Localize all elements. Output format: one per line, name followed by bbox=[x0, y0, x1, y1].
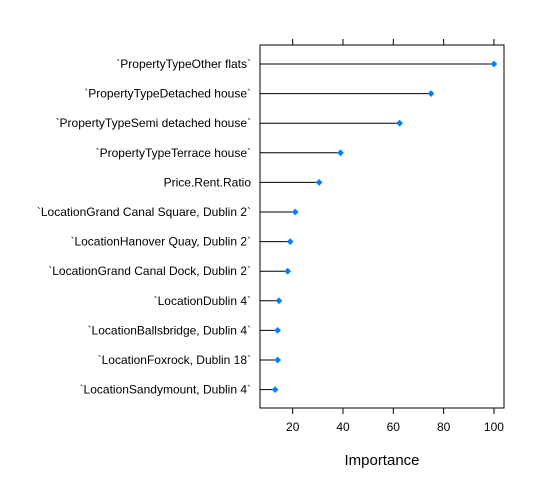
x-axis-title: Importance bbox=[344, 452, 419, 469]
x-tick-labels: 20 40 60 80 100 bbox=[286, 420, 504, 434]
category-label: `LocationBallsbridge, Dublin 4` bbox=[88, 323, 251, 337]
importance-point bbox=[274, 327, 282, 334]
category-label: `LocationGrand Canal Dock, Dublin 2` bbox=[48, 264, 251, 278]
importance-point bbox=[286, 238, 294, 245]
importance-points bbox=[271, 60, 498, 393]
x-tick-label: 20 bbox=[286, 420, 300, 434]
importance-point bbox=[274, 356, 282, 364]
importance-stems bbox=[260, 63, 494, 391]
x-tick-label: 40 bbox=[336, 420, 350, 434]
category-label: `PropertyTypeDetached house` bbox=[84, 87, 251, 101]
category-label: `LocationGrand Canal Square, Dublin 2` bbox=[37, 205, 251, 219]
importance-point bbox=[315, 179, 323, 186]
category-label: `LocationDublin 4` bbox=[154, 294, 251, 308]
plot-frame bbox=[259, 44, 505, 409]
category-label: `PropertyTypeSemi detached house` bbox=[56, 116, 251, 130]
importance-point bbox=[284, 267, 292, 275]
x-tick-label: 60 bbox=[387, 420, 401, 434]
category-labels: `PropertyTypeOther flats` `PropertyTypeDe… bbox=[37, 57, 251, 397]
importance-point bbox=[337, 149, 344, 157]
category-label: `LocationFoxrock, Dublin 18` bbox=[98, 353, 251, 367]
importance-point bbox=[396, 119, 404, 127]
category-label: `PropertyTypeTerrace house` bbox=[96, 146, 251, 160]
category-label: `PropertyTypeOther flats` bbox=[116, 57, 251, 71]
x-tick-label: 80 bbox=[437, 420, 451, 434]
importance-point bbox=[275, 297, 283, 305]
importance-point bbox=[427, 90, 435, 97]
importance-point bbox=[291, 208, 299, 216]
importance-point bbox=[490, 60, 498, 68]
category-label: `LocationSandymount, Dublin 4` bbox=[80, 383, 251, 397]
category-label: Price.Rent.Ratio bbox=[164, 175, 252, 189]
category-label: `LocationHanover Quay, Dublin 2` bbox=[70, 235, 251, 249]
x-tick-label: 100 bbox=[484, 420, 504, 434]
bottom-axis-ticks bbox=[292, 408, 495, 414]
top-axis-ticks bbox=[292, 39, 495, 45]
importance-point bbox=[271, 386, 279, 393]
